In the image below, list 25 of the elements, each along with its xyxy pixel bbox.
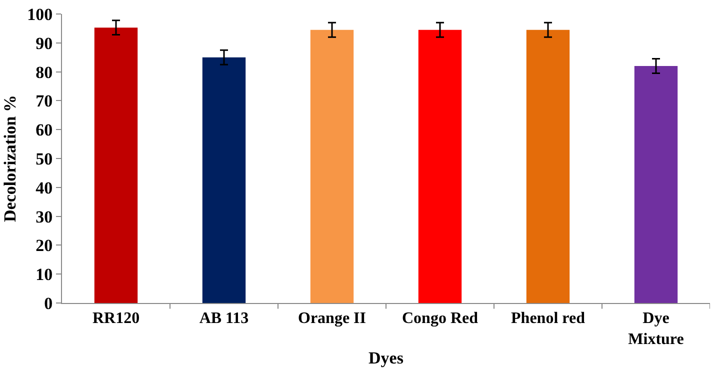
y-tick-label: 100 (27, 4, 53, 24)
x-tick-label: Phenol red (511, 310, 586, 328)
y-tick-label: 20 (36, 236, 53, 256)
y-tick-label: 0 (44, 294, 53, 313)
bar (94, 28, 138, 303)
x-axis-title: Dyes (368, 348, 404, 368)
y-tick-label: 90 (36, 34, 53, 53)
y-tick-label: 40 (36, 178, 53, 198)
x-tick-label: Orange II (298, 310, 366, 328)
x-tick-label: RR120 (92, 310, 140, 328)
y-tick-label: 70 (36, 92, 53, 111)
bar (202, 57, 246, 303)
y-tick-label: 10 (36, 265, 53, 284)
x-tick-label: AB 113 (199, 310, 249, 328)
bar (310, 30, 354, 303)
x-tick-label: Dye Mixture (628, 310, 684, 348)
bar (418, 30, 462, 303)
x-tick-label: Congo Red (402, 310, 478, 328)
y-tick-label: 80 (36, 62, 53, 82)
y-axis-title: Decolorization % (0, 95, 20, 222)
bar (526, 30, 570, 303)
y-tick-label: 50 (36, 149, 53, 168)
bar (634, 66, 678, 303)
y-tick-label: 60 (36, 120, 53, 140)
y-tick-label: 30 (36, 207, 53, 226)
